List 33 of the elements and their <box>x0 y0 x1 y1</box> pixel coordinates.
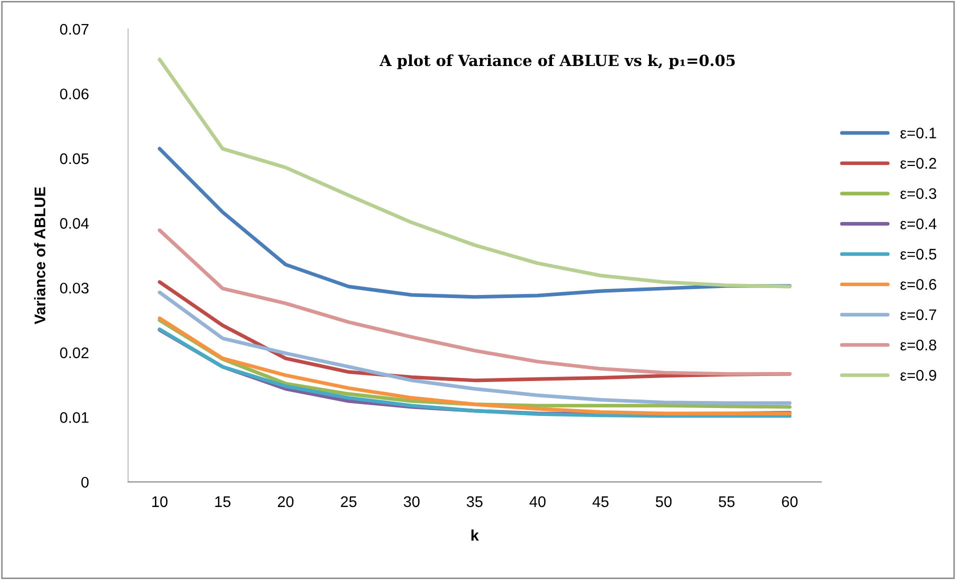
x-tick-label: 60 <box>782 496 798 508</box>
x-tick-label: 45 <box>592 496 609 508</box>
x-tick-label: 40 <box>530 496 546 508</box>
y-tick-label: 0.05 <box>60 153 89 164</box>
legend-label: ε=0.6 <box>900 279 936 290</box>
y-tick-label: 0.06 <box>60 88 89 100</box>
y-tick-label: 0.01 <box>60 412 88 423</box>
y-tick-label: 0.02 <box>60 347 88 358</box>
x-tick-label: 10 <box>152 496 168 508</box>
x-axis-title: k <box>471 530 479 541</box>
y-tick-label: 0.04 <box>60 218 89 229</box>
y-axis-title: Variance of ABLUE <box>34 187 46 324</box>
legend-label: ε=0.3 <box>900 188 936 200</box>
legend-label: ε=0.2 <box>900 158 936 169</box>
legend-label: ε=0.8 <box>900 340 936 350</box>
line-series <box>158 290 792 405</box>
legend-label: ε=0.9 <box>900 370 936 381</box>
x-tick-label: 50 <box>656 496 672 508</box>
y-tick-label: 0.03 <box>60 282 89 294</box>
x-tick-label: 30 <box>404 496 420 508</box>
line-series <box>158 228 792 376</box>
legend-label: ε=0.4 <box>900 218 936 230</box>
legend-label: ε=0.5 <box>900 248 936 260</box>
x-tick-label: 25 <box>340 496 356 508</box>
x-tick-label: 35 <box>466 496 483 508</box>
x-tick-label: 20 <box>278 496 294 508</box>
y-tick-label: 0 <box>81 476 89 488</box>
legend-label: ε=0.1 <box>900 128 936 138</box>
text: A plot of Variance of ABLUE vs k, p₁=0.05 <box>380 54 735 70</box>
x-tick-label: 55 <box>718 496 735 508</box>
y-tick-label: 0.07 <box>60 24 88 35</box>
legend-label: ε=0.7 <box>900 309 936 320</box>
x-tick-label: 15 <box>215 496 230 508</box>
